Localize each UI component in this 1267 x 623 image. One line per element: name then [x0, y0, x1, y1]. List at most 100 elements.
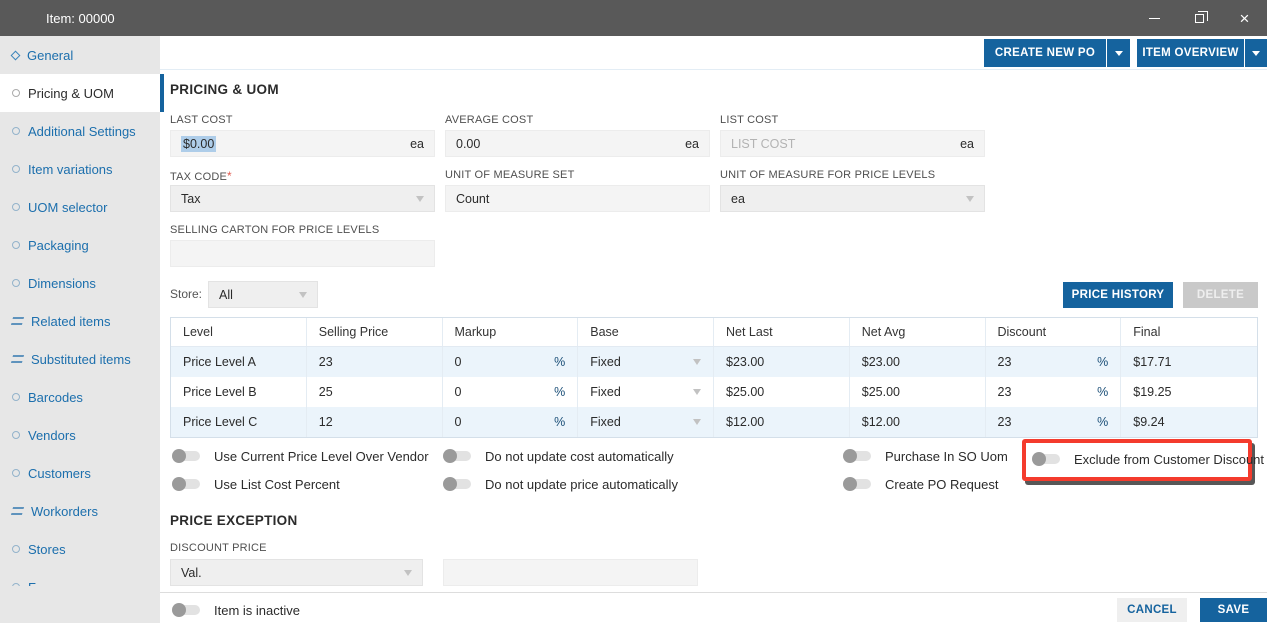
content-area: CREATE NEW PO ITEM OVERVIEW PRICING & UO… — [160, 36, 1267, 623]
circle-icon — [12, 203, 20, 211]
sidebar-item-customers[interactable]: Customers — [0, 454, 160, 492]
uom-set-field[interactable]: Count — [445, 185, 710, 212]
tax-code-value: Tax — [181, 191, 201, 206]
average-cost-field[interactable]: 0.00 ea — [445, 130, 710, 157]
titlebar: Item: 00000 × — [0, 0, 1267, 36]
uom-set-value: Count — [456, 191, 490, 206]
sidebar-item-label: UOM selector — [28, 199, 108, 215]
sidebar-item-workorders[interactable]: Workorders — [0, 492, 160, 530]
chevron-down-icon — [966, 195, 974, 202]
last-cost-label: LAST COST — [170, 114, 233, 126]
sidebar-item-label: Barcodes — [28, 389, 83, 405]
sidebar-item-stores[interactable]: Stores — [0, 530, 160, 568]
markup-cell[interactable]: 0% — [443, 407, 579, 437]
circle-icon — [12, 127, 20, 135]
toggle-switch-off[interactable] — [172, 449, 200, 463]
markup-cell[interactable]: 0% — [443, 377, 579, 407]
selling-carton-field[interactable] — [170, 240, 435, 267]
circle-icon — [12, 279, 20, 287]
sidebar-item-item-variations[interactable]: Item variations — [0, 150, 160, 188]
sidebar-item-label: General — [27, 47, 74, 63]
sidebar-item-label: Substituted items — [31, 351, 131, 367]
list-cost-field[interactable]: LIST COST ea — [720, 130, 985, 157]
sidebar-item-vendors[interactable]: Vendors — [0, 416, 160, 454]
save-button[interactable]: SAVE — [1200, 598, 1267, 622]
toggle-use-list-cost-percent[interactable]: Use List Cost Percent — [172, 475, 340, 493]
sidebar-nav: General Pricing & UOM Additional Setting… — [0, 36, 160, 586]
last-cost-field[interactable]: $0.00 ea — [170, 130, 435, 157]
selling-price-cell[interactable]: 12 — [307, 407, 443, 437]
sidebar-item-dimensions[interactable]: Dimensions — [0, 264, 160, 302]
toggle-do-not-update-cost[interactable]: Do not update cost automatically — [443, 447, 674, 465]
discount-price-type-select[interactable]: Val. — [170, 559, 423, 586]
close-button[interactable]: × — [1222, 0, 1267, 36]
selling-price-cell[interactable]: 25 — [307, 377, 443, 407]
pricing-uom-heading: PRICING & UOM — [170, 82, 279, 97]
item-overview-dropdown-button[interactable] — [1245, 39, 1267, 67]
column-header-discount: Discount — [986, 318, 1122, 346]
restore-button[interactable] — [1177, 0, 1222, 36]
equals-icon — [10, 317, 25, 325]
create-new-po-button[interactable]: CREATE NEW PO — [984, 39, 1106, 67]
discount-cell[interactable]: 23% — [986, 407, 1122, 437]
uom-price-levels-select[interactable]: ea — [720, 185, 985, 212]
toggle-switch-off[interactable] — [172, 603, 200, 617]
required-asterisk: * — [227, 169, 232, 183]
chevron-down-icon — [299, 291, 307, 298]
toggle-purchase-in-so-uom[interactable]: Purchase In SO Uom — [843, 447, 1008, 465]
circle-icon — [12, 545, 20, 553]
discount-cell[interactable]: 23% — [986, 377, 1122, 407]
item-overview-button[interactable]: ITEM OVERVIEW — [1137, 39, 1244, 67]
sidebar-item-pricing-uom[interactable]: Pricing & UOM — [0, 74, 160, 112]
base-select-cell[interactable]: Fixed — [578, 347, 714, 377]
base-select-cell[interactable]: Fixed — [578, 407, 714, 437]
store-select[interactable]: All — [208, 281, 318, 308]
sidebar-item-label: Related items — [31, 313, 111, 329]
sidebar-item-related-items[interactable]: Related items — [0, 302, 160, 340]
sidebar-item-uom-selector[interactable]: UOM selector — [0, 188, 160, 226]
toggle-do-not-update-price[interactable]: Do not update price automatically — [443, 475, 678, 493]
discount-cell[interactable]: 23% — [986, 347, 1122, 377]
toggle-switch-off[interactable] — [443, 477, 471, 491]
sidebar-item-packaging[interactable]: Packaging — [0, 226, 160, 264]
table-row: Price Level A 23 0% Fixed $23.00 $23.00 … — [171, 347, 1257, 377]
diamond-icon — [10, 50, 21, 60]
markup-cell[interactable]: 0% — [443, 347, 579, 377]
toggle-use-current-price-level[interactable]: Use Current Price Level Over Vendor — [172, 447, 429, 465]
toggle-exclude-from-customer-discount[interactable]: Exclude from Customer Discount — [1032, 450, 1264, 468]
sidebar-item-barcodes[interactable]: Barcodes — [0, 378, 160, 416]
price-history-button[interactable]: PRICE HISTORY — [1063, 282, 1173, 308]
circle-icon — [12, 241, 20, 249]
minimize-button[interactable] — [1132, 0, 1177, 36]
cancel-button[interactable]: CANCEL — [1117, 598, 1187, 622]
sidebar-item-substituted-items[interactable]: Substituted items — [0, 340, 160, 378]
selling-price-cell[interactable]: 23 — [307, 347, 443, 377]
sidebar-item-additional-settings[interactable]: Additional Settings — [0, 112, 160, 150]
discount-price-value-field[interactable] — [443, 559, 698, 586]
toggle-item-is-inactive[interactable]: Item is inactive — [172, 601, 300, 619]
column-header-selling-price: Selling Price — [307, 318, 443, 346]
level-cell: Price Level C — [171, 407, 307, 437]
delete-button[interactable]: DELETE — [1183, 282, 1258, 308]
toggle-switch-off[interactable] — [843, 477, 871, 491]
list-cost-placeholder: LIST COST — [731, 136, 796, 151]
average-cost-value: 0.00 — [456, 136, 481, 151]
sidebar-item-clipped[interactable]: F — [0, 568, 160, 586]
toggle-switch-off[interactable] — [172, 477, 200, 491]
chevron-down-icon — [1114, 50, 1123, 56]
footer-bar: Item is inactive CANCEL SAVE — [160, 592, 1267, 623]
toggle-create-po-request[interactable]: Create PO Request — [843, 475, 998, 493]
net-avg-cell: $23.00 — [850, 347, 986, 377]
base-select-cell[interactable]: Fixed — [578, 377, 714, 407]
sidebar-item-label: Stores — [28, 541, 66, 557]
tax-code-select[interactable]: Tax — [170, 185, 435, 212]
chevron-down-icon — [1252, 50, 1260, 56]
toggle-switch-off[interactable] — [1032, 452, 1060, 466]
toggle-switch-off[interactable] — [843, 449, 871, 463]
sidebar-item-general[interactable]: General — [0, 36, 160, 74]
circle-icon — [12, 393, 20, 401]
create-new-po-dropdown-button[interactable] — [1107, 39, 1130, 67]
final-cell: $9.24 — [1133, 415, 1165, 429]
toggle-switch-off[interactable] — [443, 449, 471, 463]
